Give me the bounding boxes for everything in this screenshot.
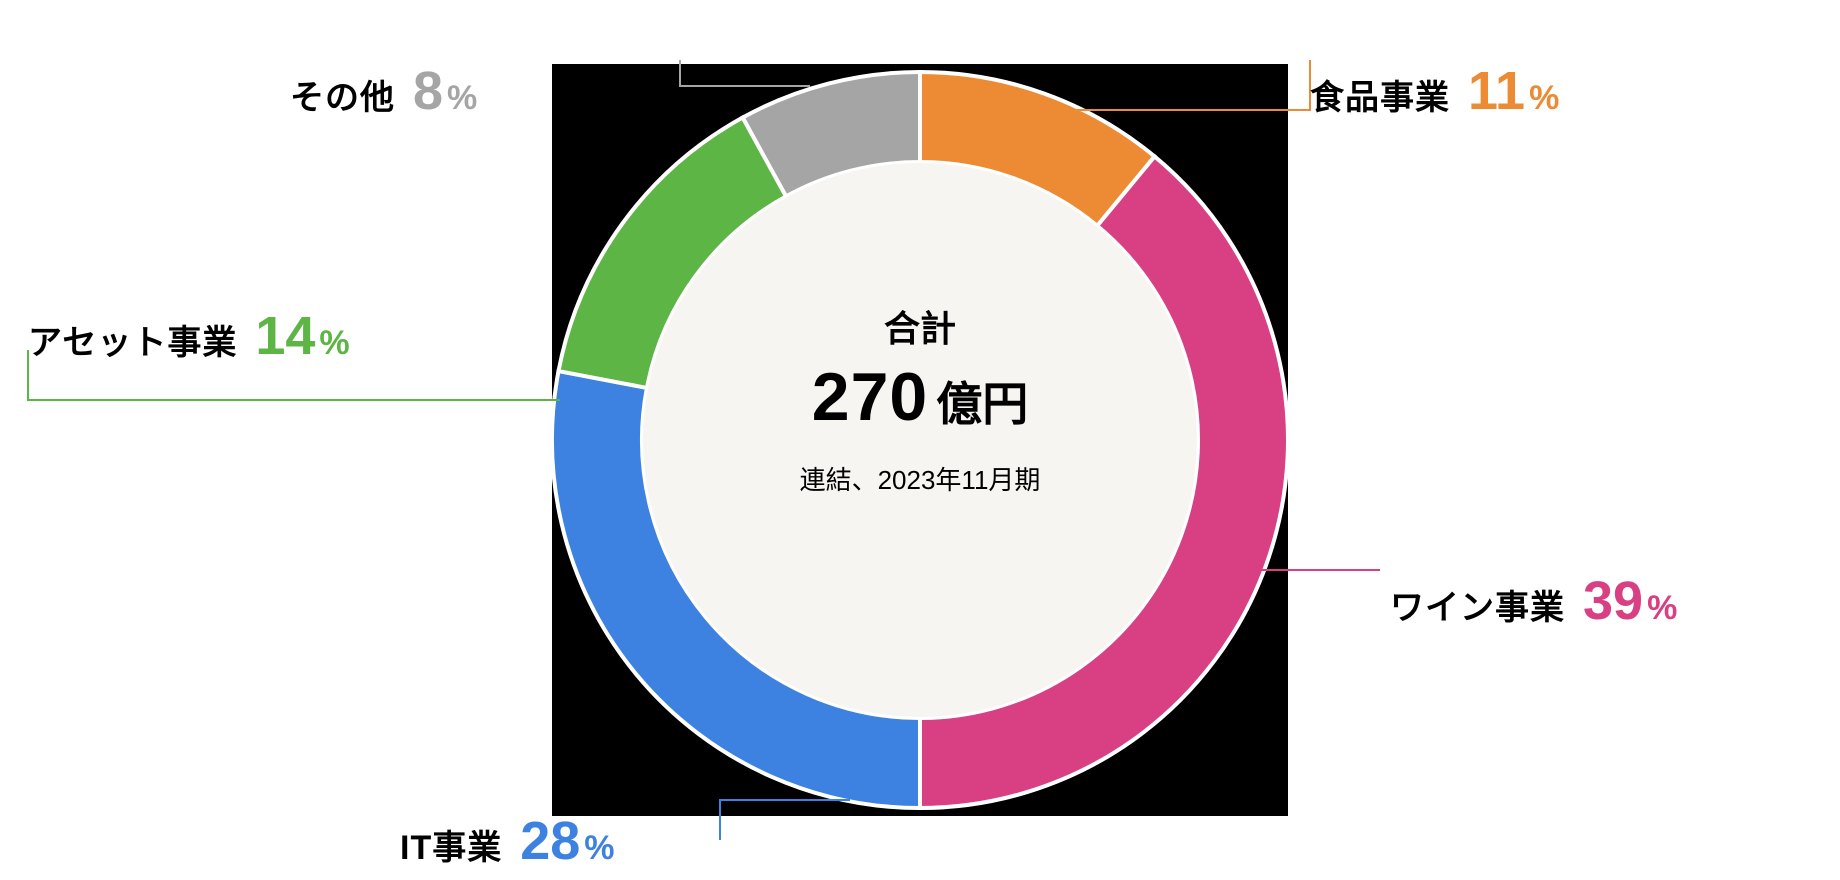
segment-label-value: 14 — [255, 306, 315, 366]
center-sub: 連結、2023年11月期 — [720, 460, 1120, 497]
center-label: 合計 — [720, 300, 1120, 352]
segment-label-value: 39 — [1583, 571, 1643, 631]
segment-label: ワイン事業 39% — [1390, 570, 1677, 632]
segment-label-percent: % — [319, 324, 349, 362]
segment-label-percent: % — [1529, 79, 1559, 117]
segment-label-percent: % — [1647, 589, 1677, 627]
segment-label-value: 28 — [520, 811, 580, 871]
segment-label-percent: % — [584, 829, 614, 867]
segment-label-percent: % — [447, 79, 477, 117]
segment-label: IT事業 28% — [400, 810, 615, 872]
segment-label-name: 食品事業 — [1310, 79, 1450, 117]
segment-label: 食品事業 11% — [1310, 60, 1559, 122]
segment-label-name: IT事業 — [400, 829, 502, 867]
center-unit: 億円 — [936, 378, 1028, 430]
donut-chart: 合計 270億円 連結、2023年11月期 食品事業11%ワイン事業39%IT事… — [0, 0, 1840, 880]
center-value: 270 — [812, 359, 928, 435]
segment-label: アセット事業 14% — [28, 305, 350, 367]
center-text: 合計 270億円 連結、2023年11月期 — [720, 300, 1120, 497]
segment-label: その他 8% — [290, 60, 477, 122]
segment-label-value: 8 — [413, 61, 443, 121]
segment-label-value: 11 — [1468, 61, 1525, 121]
segment-label-name: アセット事業 — [28, 324, 237, 362]
segment-label-name: ワイン事業 — [1390, 589, 1565, 627]
center-value-row: 270億円 — [720, 358, 1120, 436]
segment-label-name: その他 — [290, 79, 395, 117]
